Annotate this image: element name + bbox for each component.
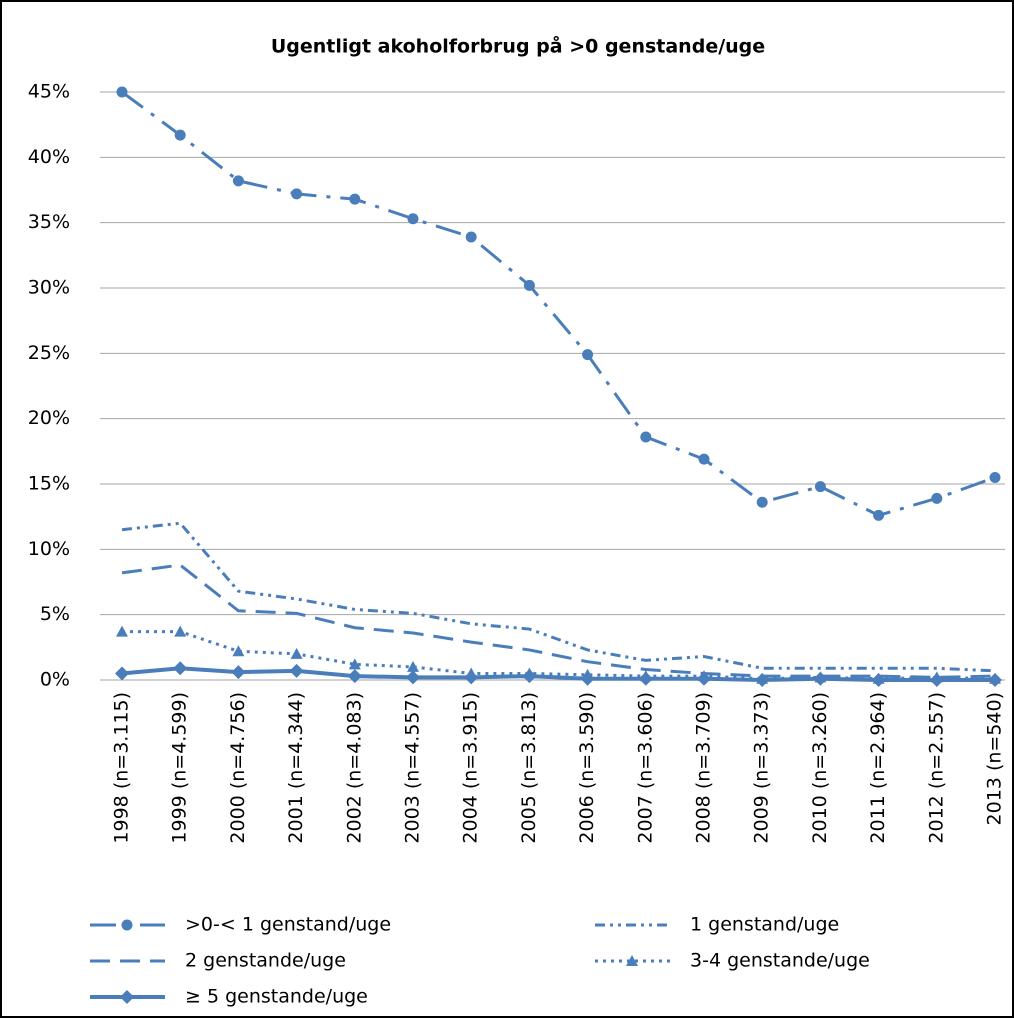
x-tick-label: 2010 (n=3.260) xyxy=(809,692,831,844)
point-marker xyxy=(174,129,186,141)
point-marker xyxy=(697,671,711,686)
x-tick-label: 1999 (n=4.599) xyxy=(169,692,191,844)
point-marker xyxy=(115,666,129,681)
y-tick-label: 40% xyxy=(28,146,70,168)
y-tick-label: 5% xyxy=(40,603,70,625)
point-marker xyxy=(640,431,652,443)
y-tick-label: 15% xyxy=(28,473,70,495)
x-tick-label: 2003 (n=4.557) xyxy=(402,692,424,844)
point-marker xyxy=(465,231,477,243)
point-marker xyxy=(349,193,361,205)
x-tick-label: 2002 (n=4.083) xyxy=(343,692,365,844)
point-marker xyxy=(988,673,1002,687)
point-marker xyxy=(291,188,303,200)
point-marker xyxy=(464,670,479,685)
point-marker xyxy=(638,671,653,686)
point-marker xyxy=(348,658,361,670)
point-marker xyxy=(347,669,362,684)
point-marker xyxy=(522,669,537,684)
point-marker xyxy=(756,496,768,508)
x-tick-label: 2012 (n=2.557) xyxy=(925,692,947,844)
x-tick-label: 2008 (n=3.709) xyxy=(693,692,715,844)
legend-label: ≥ 5 genstande/uge xyxy=(185,986,368,1008)
point-marker xyxy=(523,279,535,291)
series-line xyxy=(121,563,996,679)
x-tick-label: 2004 (n=3.915) xyxy=(460,692,482,844)
y-tick-label: 35% xyxy=(28,211,70,233)
point-marker xyxy=(289,663,304,678)
point-marker xyxy=(755,673,770,687)
legend-label: 1 genstand/uge xyxy=(690,914,839,936)
legend-label: 2 genstande/uge xyxy=(185,950,346,972)
y-tick-label: 45% xyxy=(28,81,70,103)
legend-label: >0-< 1 genstand/uge xyxy=(185,914,391,936)
point-marker xyxy=(290,647,303,659)
x-tick-label: 2011 (n=2.964) xyxy=(867,692,889,844)
point-marker xyxy=(929,673,944,687)
point-marker xyxy=(232,175,244,187)
series-line xyxy=(121,666,995,683)
point-marker xyxy=(116,86,128,98)
point-marker xyxy=(231,665,246,680)
x-tick-label: 2000 (n=4.756) xyxy=(227,692,249,844)
x-tick-label: 2006 (n=3.590) xyxy=(576,692,598,844)
point-marker xyxy=(814,481,826,493)
point-marker xyxy=(871,673,886,687)
legend-marker xyxy=(120,990,134,1004)
x-tick-label: 2009 (n=3.373) xyxy=(751,692,773,844)
chart-title: Ugentligt akoholforbrug på >0 genstande/… xyxy=(271,34,765,58)
y-tick-label: 10% xyxy=(28,538,70,560)
x-tick-label: 2013 (n=540) xyxy=(984,692,1006,825)
point-marker xyxy=(813,671,828,686)
point-marker xyxy=(174,625,187,637)
legend-marker xyxy=(121,919,133,931)
point-marker xyxy=(173,661,188,676)
point-marker xyxy=(580,671,595,686)
series-line xyxy=(121,90,996,517)
x-tick-label: 1998 (n=3.115) xyxy=(111,692,133,844)
legend-label: 3-4 genstande/uge xyxy=(690,950,870,972)
point-marker xyxy=(873,509,885,521)
point-marker xyxy=(931,492,943,504)
y-tick-label: 0% xyxy=(40,669,70,691)
point-marker xyxy=(582,349,594,361)
x-tick-label: 2001 (n=4.344) xyxy=(285,692,307,844)
y-tick-label: 25% xyxy=(28,342,70,364)
series-line xyxy=(122,630,996,681)
point-marker xyxy=(407,660,419,672)
point-marker xyxy=(232,645,245,657)
point-marker xyxy=(406,670,420,685)
point-marker xyxy=(116,625,128,637)
x-tick-label: 2007 (n=3.606) xyxy=(634,692,656,844)
legend-marker xyxy=(626,955,638,966)
point-marker xyxy=(407,213,419,225)
point-marker xyxy=(989,471,1001,483)
x-tick-label: 2005 (n=3.813) xyxy=(518,692,540,844)
y-tick-label: 30% xyxy=(28,277,70,299)
series-line xyxy=(121,521,996,673)
y-tick-label: 20% xyxy=(28,407,70,429)
point-marker xyxy=(698,453,710,465)
